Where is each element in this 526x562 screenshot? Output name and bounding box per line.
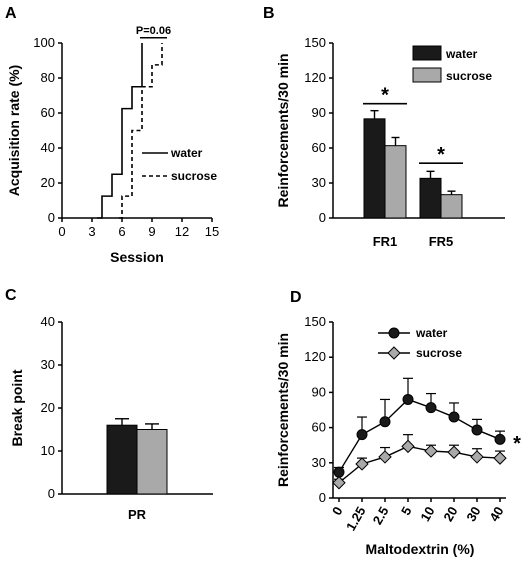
bar-water-PR bbox=[106, 424, 138, 495]
y-tick-label: 100 bbox=[33, 35, 55, 50]
data-point-sucrose bbox=[424, 444, 438, 458]
y-tick-label: 10 bbox=[41, 443, 55, 458]
y-tick-label: 20 bbox=[41, 400, 55, 415]
legend-label-sucrose: sucrose bbox=[416, 346, 462, 360]
data-point-water bbox=[356, 429, 368, 441]
y-tick-label: 30 bbox=[312, 455, 326, 470]
y-tick-label: 120 bbox=[304, 70, 326, 85]
x-axis-title: Maltodextrin (%) bbox=[366, 541, 475, 557]
y-tick-label: 0 bbox=[319, 210, 326, 225]
data-point-water bbox=[471, 424, 483, 436]
data-point-sucrose bbox=[401, 439, 415, 454]
legend-swatch-sucrose bbox=[412, 67, 442, 83]
x-tick-label: 0 bbox=[58, 224, 65, 239]
bar-water-FR1 bbox=[363, 118, 386, 219]
step-line-water bbox=[97, 43, 143, 219]
x-tick-label: 20 bbox=[440, 504, 460, 524]
y-tick-label: 0 bbox=[48, 210, 55, 225]
y-tick-label: 60 bbox=[41, 105, 55, 120]
y-tick-label: 150 bbox=[304, 35, 326, 50]
x-tick-label: 2.5 bbox=[370, 504, 392, 527]
legend-label-sucrose: sucrose bbox=[446, 69, 492, 83]
data-point-sucrose bbox=[447, 445, 461, 459]
y-axis-title: Acquisition rate (%) bbox=[6, 65, 22, 196]
bar-water-FR5 bbox=[419, 177, 442, 219]
y-tick-label: 90 bbox=[312, 384, 326, 399]
legend-marker-water bbox=[388, 327, 400, 339]
significance-star: * bbox=[437, 144, 445, 166]
y-tick-label: 0 bbox=[319, 490, 326, 505]
data-point-sucrose bbox=[493, 451, 507, 465]
legend-label-water: water bbox=[445, 47, 478, 61]
x-tick-label: 6 bbox=[118, 224, 125, 239]
bar-sucrose-FR5 bbox=[440, 194, 463, 219]
category-label: FR1 bbox=[373, 234, 398, 249]
y-tick-label: 60 bbox=[312, 140, 326, 155]
x-axis-title: Session bbox=[110, 249, 164, 265]
y-tick-label: 60 bbox=[312, 420, 326, 435]
data-point-sucrose bbox=[355, 457, 369, 471]
category-label: PR bbox=[128, 507, 147, 522]
panel-c-break-point-chart: 0 10 20 30 40 Break point PR bbox=[9, 314, 213, 522]
y-tick-label: 0 bbox=[48, 486, 55, 501]
data-point-water bbox=[333, 466, 345, 478]
significance-star: * bbox=[381, 85, 389, 107]
data-point-sucrose bbox=[470, 450, 484, 464]
y-tick-label: 30 bbox=[41, 357, 55, 372]
y-tick-label: 90 bbox=[312, 105, 326, 120]
legend-label-water: water bbox=[170, 146, 203, 160]
x-tick-label: 40 bbox=[486, 504, 506, 524]
data-point-water bbox=[379, 416, 391, 428]
y-axis-title: Reinforcements/30 min bbox=[275, 333, 291, 487]
data-point-sucrose bbox=[378, 450, 392, 464]
x-tick-label: 1.25 bbox=[343, 504, 369, 533]
legend-marker-sucrose bbox=[387, 346, 401, 360]
bar-sucrose-PR bbox=[136, 429, 168, 495]
legend-swatch-water bbox=[412, 45, 442, 61]
y-axis-title: Reinforcements/30 min bbox=[275, 53, 291, 207]
x-tick-label: 9 bbox=[148, 224, 155, 239]
y-tick-label: 80 bbox=[41, 70, 55, 85]
panel-a-acquisition-chart: 0 20 40 60 80 100 0 3 6 9 12 15 Session Acquisition r… bbox=[6, 25, 219, 265]
y-tick-label: 30 bbox=[312, 175, 326, 190]
data-point-water bbox=[402, 393, 414, 405]
x-tick-label: 10 bbox=[417, 504, 437, 524]
x-tick-label: 12 bbox=[175, 224, 189, 239]
data-point-water bbox=[494, 433, 506, 445]
panel-b-fixed-ratio-chart: 0 30 60 90 120 150 Reinforcements/30 min FR1 FR5… bbox=[275, 35, 505, 249]
y-tick-label: 150 bbox=[304, 314, 326, 329]
x-tick-label: 30 bbox=[463, 504, 483, 524]
y-tick-label: 40 bbox=[41, 140, 55, 155]
panel-letter-c: C bbox=[5, 287, 17, 304]
y-axis-title: Break point bbox=[9, 369, 25, 446]
x-tick-label: 0 bbox=[329, 504, 346, 518]
legend-label-sucrose: sucrose bbox=[171, 169, 217, 183]
category-label: FR5 bbox=[429, 234, 454, 249]
panel-letter-d: D bbox=[290, 289, 302, 306]
x-tick-label: 15 bbox=[205, 224, 219, 239]
x-tick-label: 5 bbox=[398, 504, 415, 518]
y-tick-label: 120 bbox=[304, 349, 326, 364]
step-line-sucrose bbox=[119, 43, 163, 219]
y-tick-label: 40 bbox=[41, 314, 55, 329]
bar-sucrose-FR1 bbox=[384, 145, 407, 219]
x-tick-label: 3 bbox=[88, 224, 95, 239]
legend-label-water: water bbox=[415, 326, 448, 340]
data-point-water bbox=[425, 402, 437, 414]
panel-letter-b: B bbox=[263, 5, 275, 22]
y-tick-label: 20 bbox=[41, 175, 55, 190]
p-value-annotation: P=0.06 bbox=[136, 25, 171, 37]
significance-star: * bbox=[513, 433, 521, 455]
data-point-sucrose bbox=[332, 476, 346, 490]
data-point-water bbox=[448, 411, 460, 423]
panel-letter-a: A bbox=[5, 5, 17, 22]
